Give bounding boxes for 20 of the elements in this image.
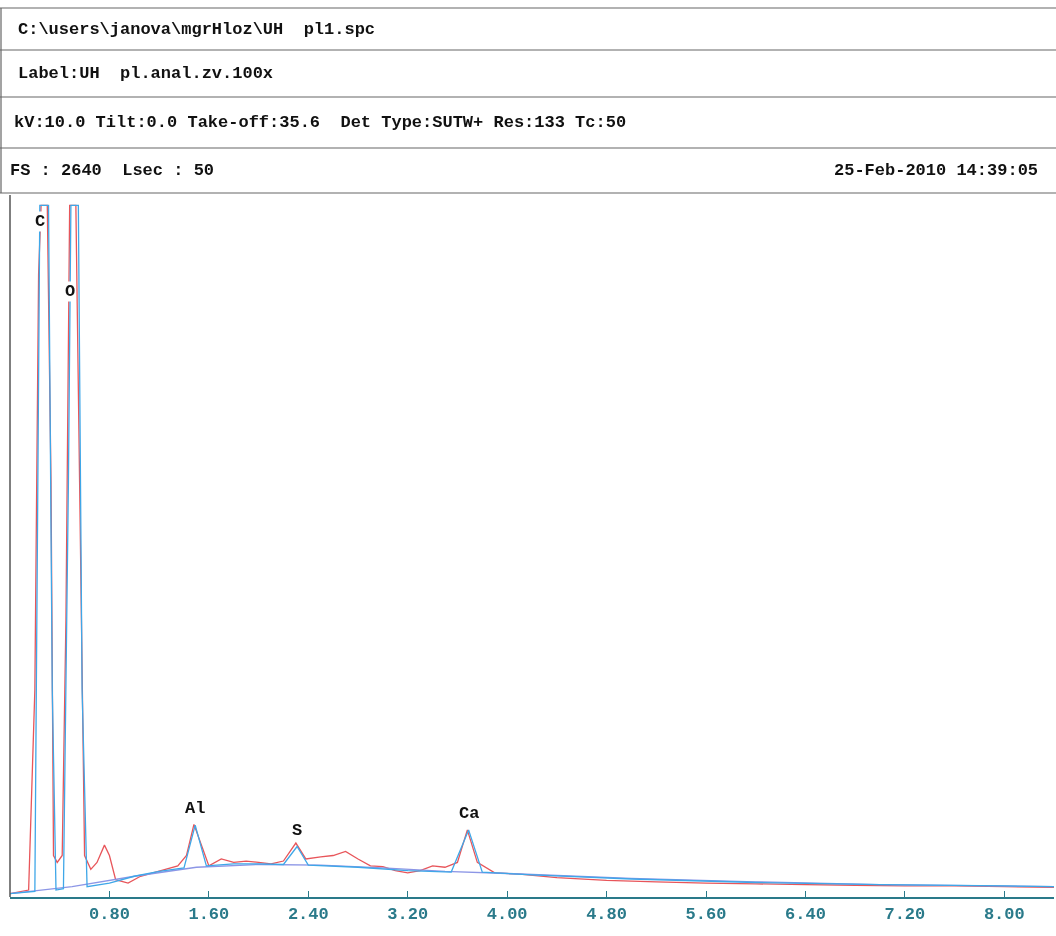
chart-title: C:\users\janova\mgrHloz\UH pl1.spc bbox=[18, 20, 376, 39]
x-tick-label: 5.60 bbox=[685, 905, 727, 925]
x-tick-label: 6.40 bbox=[785, 905, 826, 925]
text: kV:10.0 Tilt:0.0 Take-off:35.6 Det Type:SUTW+ Res:133 Tc:50 bbox=[14, 113, 627, 132]
x-tick-label: 1.60 bbox=[188, 905, 230, 925]
x-tick-label: 0.80 bbox=[89, 905, 130, 925]
x-tick-label: 4.80 bbox=[586, 905, 627, 925]
x-tick-label: 2.40 bbox=[287, 905, 329, 925]
chart-subtitle: Label:UH pl.anal.zv.100x bbox=[18, 64, 274, 83]
annotation: C bbox=[35, 212, 46, 231]
annotation: O bbox=[65, 282, 76, 301]
text: FS : 2640 Lsec : 50 bbox=[10, 161, 215, 180]
annotation: Ca bbox=[459, 804, 480, 823]
text: 25-Feb-2010 14:39:05 bbox=[834, 161, 1039, 180]
x-tick-label: 3.20 bbox=[387, 905, 429, 925]
annotation: S bbox=[292, 821, 303, 840]
x-tick-label: 8.00 bbox=[983, 905, 1025, 925]
x-tick-label: 7.20 bbox=[884, 905, 926, 925]
annotation: Al bbox=[185, 799, 206, 818]
x-tick-label: 4.00 bbox=[486, 905, 528, 925]
